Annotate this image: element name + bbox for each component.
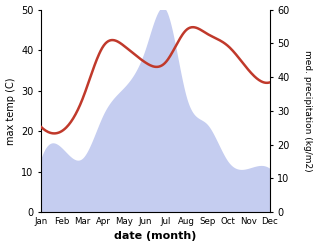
Y-axis label: max temp (C): max temp (C) <box>5 77 16 144</box>
X-axis label: date (month): date (month) <box>114 231 197 242</box>
Y-axis label: med. precipitation (kg/m2): med. precipitation (kg/m2) <box>303 50 313 172</box>
